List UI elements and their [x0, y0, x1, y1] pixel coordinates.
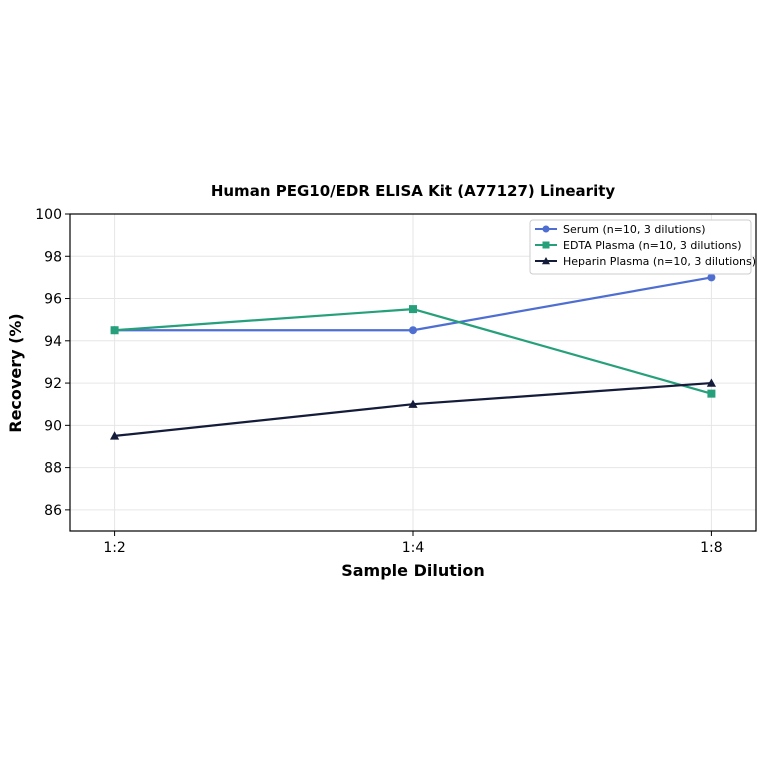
legend-entry: Heparin Plasma (n=10, 3 dilutions): [563, 255, 756, 268]
data-point: [707, 389, 716, 398]
legend: Serum (n=10, 3 dilutions) EDTA Plasma (n=…: [529, 219, 756, 275]
legend-entry: EDTA Plasma (n=10, 3 dilutions): [563, 239, 742, 252]
y-tick-label: 100: [35, 207, 62, 223]
data-point: [409, 305, 417, 314]
x-axis-label: Sample Dilution: [341, 561, 485, 580]
data-point: [409, 326, 417, 335]
y-tick-label: 86: [44, 503, 62, 519]
y-axis: 86 88 90 92 94 96 98 100: [35, 207, 70, 519]
y-tick-label: 88: [44, 461, 62, 477]
data-point: [408, 399, 418, 408]
x-axis: 1:2 1:4 1:8: [103, 531, 723, 556]
data-point: [109, 431, 120, 440]
y-tick-label: 92: [44, 376, 62, 392]
legend-entry: Serum (n=10, 3 dilutions): [563, 223, 706, 236]
y-tick-label: 90: [44, 418, 62, 434]
legend-box: [529, 219, 752, 275]
legend-marker: [542, 225, 550, 233]
series-1: [110, 305, 716, 398]
data-point: [110, 326, 119, 335]
legend-marker: [541, 256, 551, 265]
y-axis-label: Recovery (%): [6, 313, 25, 432]
y-tick-label: 94: [44, 334, 62, 350]
series-2: [109, 378, 717, 440]
data-point: [707, 273, 716, 282]
x-tick-label: 1:8: [700, 540, 723, 556]
x-tick-label: 1:4: [402, 540, 425, 556]
series-layer: [109, 273, 717, 440]
legend-marker: [542, 241, 550, 249]
data-point: [706, 378, 717, 387]
y-tick-label: 96: [44, 292, 62, 308]
chart-title: Human PEG10/EDR ELISA Kit (A77127) Linea…: [211, 182, 616, 200]
y-tick-label: 98: [44, 249, 62, 265]
x-tick-label: 1:2: [103, 540, 126, 556]
